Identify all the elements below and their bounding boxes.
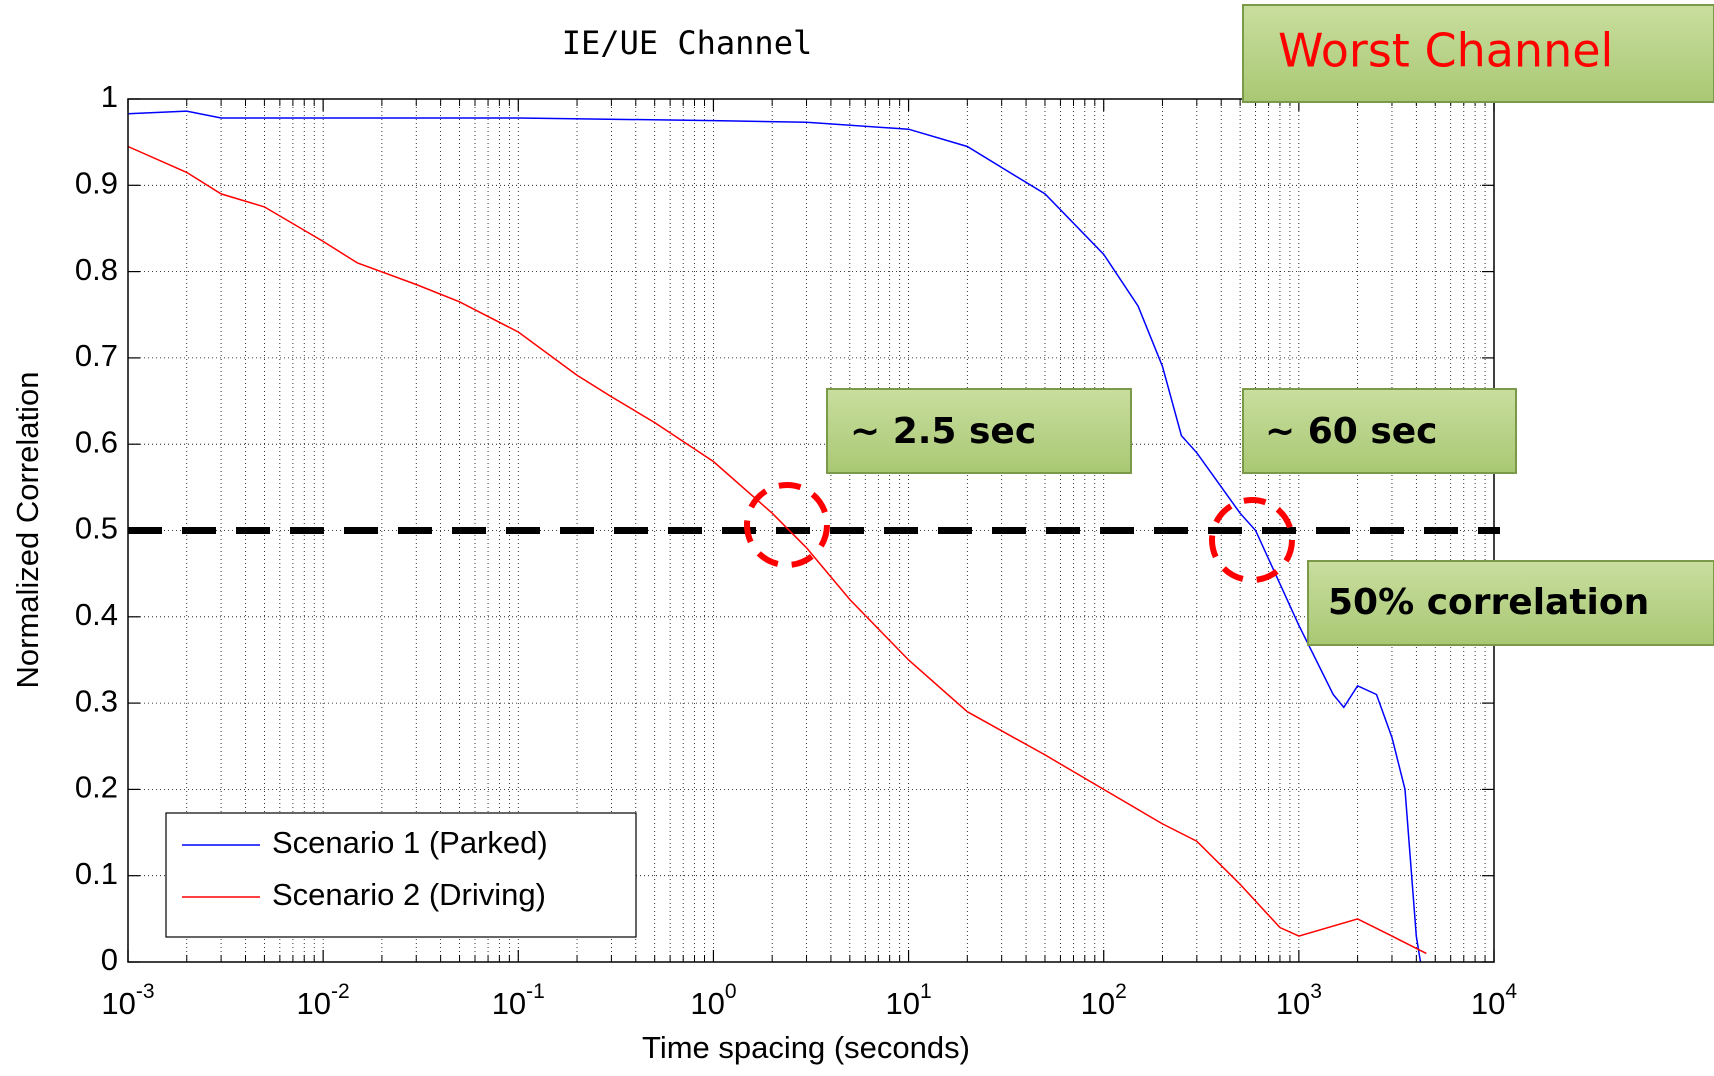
x-axis-label: Time spacing (seconds) — [642, 1030, 970, 1065]
x-tick-label: 102 — [1081, 980, 1127, 1022]
annotation: 50% correlation — [1328, 582, 1649, 623]
tick-exponent: 0 — [725, 980, 737, 1003]
y-tick-label: 0.7 — [75, 338, 118, 373]
tick-base: 10 — [690, 986, 724, 1021]
annotation: Worst Channel — [1278, 24, 1613, 78]
legend-label: Scenario 2 (Driving) — [272, 877, 546, 912]
tick-base: 10 — [492, 986, 526, 1021]
tick-exponent: 2 — [1115, 980, 1127, 1003]
highlight-circle — [744, 482, 830, 568]
x-tick-label: 10-1 — [492, 980, 545, 1022]
annotation-box — [1242, 4, 1714, 103]
tick-exponent: 4 — [1505, 980, 1517, 1003]
chart-title: IE/UE Channel — [562, 24, 812, 62]
x-tick-label: 10-3 — [101, 980, 154, 1022]
x-tick-label: 101 — [885, 980, 931, 1022]
x-tick-label: 103 — [1276, 980, 1322, 1022]
legend-label: Scenario 1 (Parked) — [272, 825, 548, 860]
tick-base: 10 — [101, 986, 135, 1021]
tick-base: 10 — [1081, 986, 1115, 1021]
y-tick-label: 0.1 — [75, 856, 118, 891]
tick-exponent: -3 — [136, 980, 155, 1003]
series-line — [127, 145, 1427, 955]
y-tick-label: 1 — [101, 79, 118, 114]
plot-frame — [127, 98, 1495, 963]
annotations: Worst Channel ~ 2.5 sec ~ 60 sec 50% cor… — [744, 4, 1714, 646]
annotation: ~ 2.5 sec — [850, 411, 1036, 452]
tick-exponent: -2 — [331, 980, 350, 1003]
y-axis-label: Normalized Correlation — [10, 371, 45, 688]
plot-area: 10-3 10-2 10-1 100 101 102 103 10400.10.20.30.4… — [75, 79, 1518, 1021]
annotation-box — [1242, 388, 1517, 474]
tick-exponent: -1 — [526, 980, 545, 1003]
x-tick-label: 10-2 — [297, 980, 350, 1022]
tick-base: 10 — [885, 986, 919, 1021]
y-tick-label: 0.6 — [75, 424, 118, 459]
x-tick-label: 100 — [690, 980, 736, 1022]
tick-exponent: 3 — [1310, 980, 1322, 1003]
tick-base: 10 — [297, 986, 331, 1021]
tick-base: 10 — [1471, 986, 1505, 1021]
y-tick-label: 0.8 — [75, 252, 118, 287]
y-tick-label: 0.5 — [75, 511, 118, 546]
y-tick-label: 0.2 — [75, 770, 118, 805]
annotation-box — [826, 388, 1132, 474]
annotation-box — [1307, 560, 1714, 646]
y-tick-label: 0.9 — [75, 165, 118, 200]
x-tick-label: 104 — [1471, 980, 1517, 1022]
annotation: ~ 60 sec — [1265, 411, 1438, 452]
legend-box — [165, 812, 637, 938]
highlight-circle — [1209, 497, 1295, 583]
tick-base: 10 — [1276, 986, 1310, 1021]
series-line — [127, 110, 1422, 963]
y-tick-label: 0.3 — [75, 683, 118, 718]
y-tick-label: 0 — [101, 942, 118, 977]
y-tick-label: 0.4 — [75, 597, 118, 632]
tick-exponent: 1 — [920, 980, 932, 1003]
